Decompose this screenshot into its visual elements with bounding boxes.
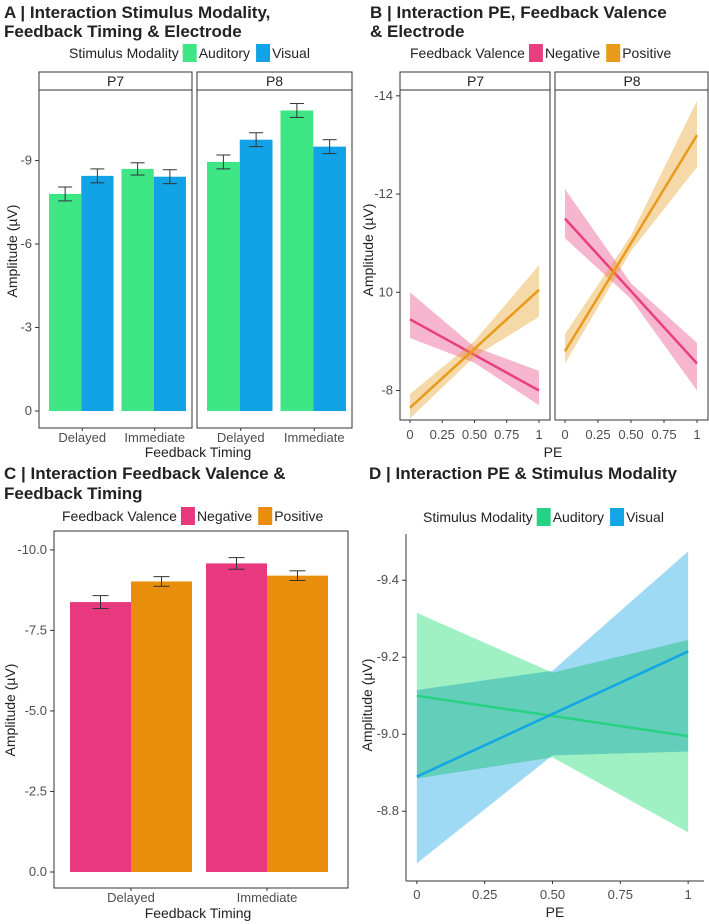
bar-auditory bbox=[121, 168, 154, 411]
x-tick-label: Immediate bbox=[284, 430, 345, 445]
panel-d-title: D | Interaction PE & Stimulus Modality bbox=[369, 464, 678, 483]
bar-negative bbox=[206, 563, 267, 872]
y-axis-label: Amplitude (µV) bbox=[4, 205, 20, 298]
x-tick-label: 1 bbox=[693, 427, 700, 442]
panel-a-title-line2: Feedback Timing & Electrode bbox=[4, 22, 242, 41]
y-tick-label: -12 bbox=[374, 186, 393, 201]
x-tick-label: 0.50 bbox=[540, 887, 565, 902]
panel-b-title-line2: & Electrode bbox=[370, 22, 464, 41]
facet-label: P8 bbox=[266, 73, 283, 89]
ci-band-positive bbox=[410, 265, 539, 419]
panel-a-title: A | Interaction Stimulus Modality, bbox=[4, 3, 270, 22]
x-tick-label: 0 bbox=[413, 887, 420, 902]
series-line-negative bbox=[564, 217, 698, 365]
y-tick-label: -9.0 bbox=[377, 726, 399, 741]
legend-label-visual: Visual bbox=[272, 45, 310, 61]
y-tick-label: -8 bbox=[381, 383, 393, 398]
legend-key-positive bbox=[258, 507, 273, 525]
series-line-positive bbox=[409, 288, 540, 409]
bar-auditory bbox=[49, 193, 82, 411]
bar-auditory bbox=[280, 110, 314, 411]
legend-label-auditory: Auditory bbox=[553, 509, 604, 525]
y-tick-label: -7.5 bbox=[25, 622, 47, 637]
y-tick-label: -10.0 bbox=[17, 542, 47, 557]
legend-label-negative: Negative bbox=[545, 45, 600, 61]
y-tick-label: -6 bbox=[20, 236, 32, 251]
y-tick-label: -3 bbox=[20, 320, 32, 335]
y-axis-label: Amplitude (µV) bbox=[2, 664, 18, 757]
bar-visual bbox=[239, 139, 273, 411]
x-tick-label: 0 bbox=[406, 427, 413, 442]
x-tick-label: 0.25 bbox=[430, 427, 455, 442]
panel-c-title: C | Interaction Feedback Valence & bbox=[4, 464, 286, 483]
legend-label-auditory: Auditory bbox=[199, 45, 250, 61]
bar-visual bbox=[153, 176, 186, 411]
legend-label-negative: Negative bbox=[197, 508, 252, 524]
legend-key-negative bbox=[528, 44, 543, 62]
legend-title: Stimulus Modality bbox=[69, 45, 179, 61]
x-tick-label: Delayed bbox=[107, 890, 155, 905]
x-tick-label: 0.75 bbox=[651, 427, 676, 442]
x-axis-label: Feedback Timing bbox=[145, 905, 252, 921]
x-tick-label: 1 bbox=[535, 427, 542, 442]
legend-key-visual bbox=[256, 44, 271, 62]
x-tick-label: 0.50 bbox=[618, 427, 643, 442]
x-tick-label: 0.25 bbox=[585, 427, 610, 442]
x-tick-label: 1 bbox=[685, 887, 692, 902]
legend-key-negative bbox=[180, 507, 195, 525]
y-tick-label: -14 bbox=[374, 88, 393, 103]
facet-label: P7 bbox=[467, 73, 484, 89]
y-tick-label: -8.8 bbox=[377, 803, 399, 818]
x-tick-label: Immediate bbox=[237, 890, 298, 905]
y-tick-label: 0 bbox=[25, 403, 32, 418]
legend-key-auditory bbox=[536, 508, 551, 526]
x-axis-label: PE bbox=[546, 904, 565, 920]
bar-positive bbox=[131, 581, 192, 872]
y-tick-label: -2.5 bbox=[25, 783, 47, 798]
x-tick-label: 0.75 bbox=[494, 427, 519, 442]
legend-key-positive bbox=[606, 44, 621, 62]
legend-key-auditory bbox=[182, 44, 197, 62]
x-tick-label: 0.25 bbox=[472, 887, 497, 902]
series-line-auditory bbox=[416, 694, 689, 738]
x-axis-label: Feedback Timing bbox=[145, 444, 252, 460]
y-tick-label: -9 bbox=[20, 153, 32, 168]
series-line-visual bbox=[416, 650, 689, 778]
y-tick-label: -9.4 bbox=[377, 572, 399, 587]
legend-label-visual: Visual bbox=[626, 509, 664, 525]
legend-label-positive: Positive bbox=[622, 45, 671, 61]
ci-band-visual bbox=[416, 551, 689, 864]
legend-title: Stimulus Modality bbox=[423, 509, 533, 525]
panel-c-title-line2: Feedback Timing bbox=[4, 484, 143, 503]
facet-label: P8 bbox=[623, 73, 640, 89]
series-line-positive bbox=[563, 134, 699, 352]
y-tick-label: -9.2 bbox=[377, 649, 399, 664]
panel-b-title: B | Interaction PE, Feedback Valence bbox=[370, 3, 667, 22]
legend-key-visual bbox=[610, 508, 625, 526]
x-tick-label: Immediate bbox=[124, 430, 185, 445]
bar-auditory bbox=[207, 161, 240, 411]
x-tick-label: 0.75 bbox=[608, 887, 633, 902]
x-tick-label: 0.50 bbox=[462, 427, 487, 442]
legend-title: Feedback Valence bbox=[62, 508, 177, 524]
y-tick-label: 0.0 bbox=[29, 864, 47, 879]
x-tick-label: 0 bbox=[561, 427, 568, 442]
legend-label-positive: Positive bbox=[274, 508, 323, 524]
bar-visual bbox=[313, 146, 346, 412]
series-line-negative bbox=[409, 318, 540, 392]
y-tick-label: -5.0 bbox=[25, 703, 47, 718]
y-axis-label: Amplitude (µV) bbox=[359, 659, 375, 752]
panel-frame bbox=[399, 89, 551, 421]
x-tick-label: Delayed bbox=[217, 430, 265, 445]
y-axis-label: Amplitude (µV) bbox=[360, 204, 376, 297]
facet-label: P7 bbox=[107, 73, 124, 89]
x-tick-label: Delayed bbox=[58, 430, 106, 445]
y-tick-label: 10 bbox=[379, 284, 393, 299]
bar-negative bbox=[70, 602, 131, 872]
legend-title: Feedback Valence bbox=[410, 45, 525, 61]
bar-visual bbox=[81, 175, 114, 411]
bar-positive bbox=[267, 575, 328, 872]
x-axis-label: PE bbox=[544, 444, 563, 460]
